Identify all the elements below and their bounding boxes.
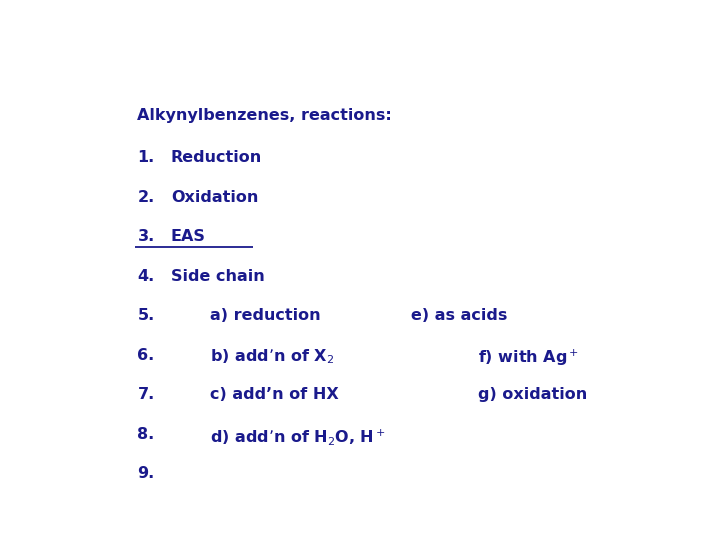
Text: g) oxidation: g) oxidation (478, 387, 587, 402)
Text: e) as acids: e) as acids (411, 308, 507, 323)
Text: 4.: 4. (138, 268, 155, 284)
Text: c) add’n of HX: c) add’n of HX (210, 387, 338, 402)
Text: a) reduction: a) reduction (210, 308, 320, 323)
Text: d) add’n of H$_2$O, H$^+$: d) add’n of H$_2$O, H$^+$ (210, 427, 386, 447)
Text: 8.: 8. (138, 427, 155, 442)
Text: 1.: 1. (138, 150, 155, 165)
Text: f) with Ag$^+$: f) with Ag$^+$ (478, 348, 579, 368)
Text: 3.: 3. (138, 229, 155, 244)
Text: EAS: EAS (171, 229, 206, 244)
Text: Oxidation: Oxidation (171, 190, 258, 205)
Text: 7.: 7. (138, 387, 155, 402)
Text: Alkynylbenzenes, reactions:: Alkynylbenzenes, reactions: (138, 109, 392, 124)
Text: 9.: 9. (138, 466, 155, 481)
Text: Reduction: Reduction (171, 150, 262, 165)
Text: b) add’n of X$_2$: b) add’n of X$_2$ (210, 348, 334, 366)
Text: 2.: 2. (138, 190, 155, 205)
Text: 6.: 6. (138, 348, 155, 362)
Text: 5.: 5. (138, 308, 155, 323)
Text: Side chain: Side chain (171, 268, 265, 284)
